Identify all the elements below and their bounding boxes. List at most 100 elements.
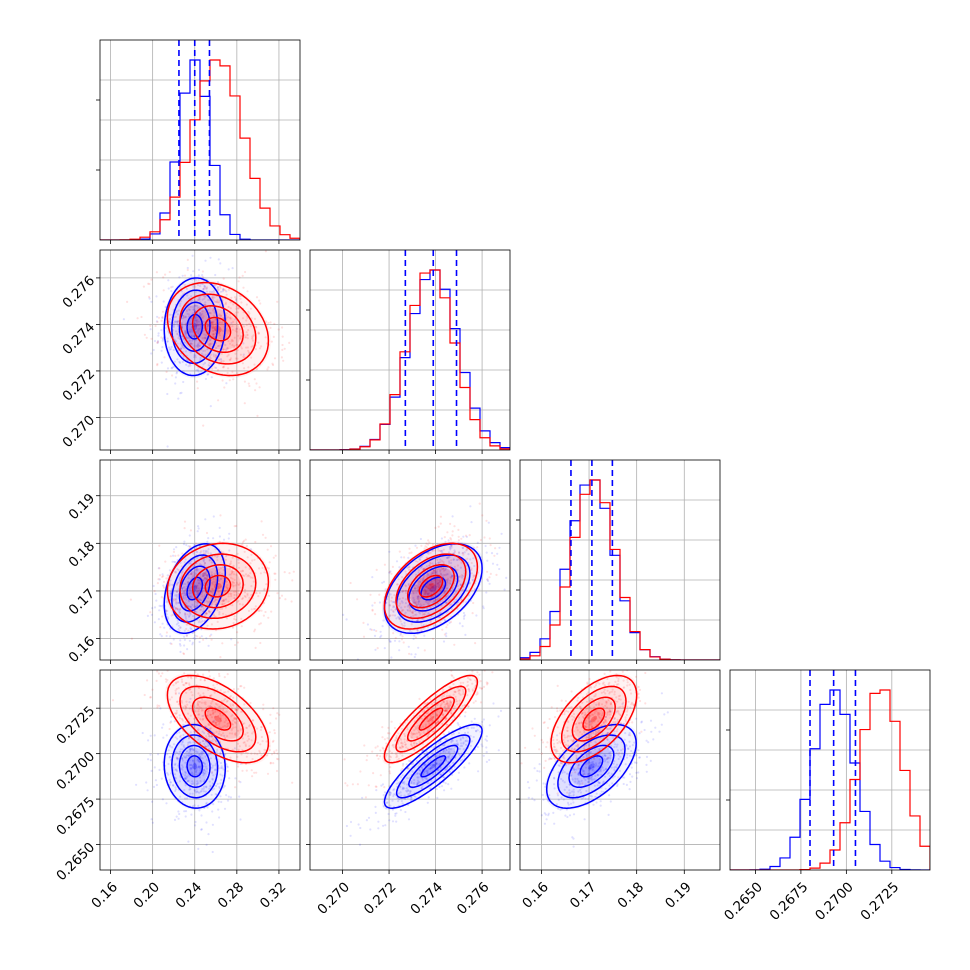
sample-point <box>227 353 230 356</box>
sample-point <box>190 767 193 770</box>
sample-point <box>194 764 197 767</box>
sample-point <box>148 297 151 300</box>
sample-point <box>272 707 275 710</box>
sample-point <box>234 318 237 321</box>
sample-point <box>154 779 157 782</box>
sample-point <box>245 544 248 548</box>
sample-point <box>488 576 491 579</box>
sample-point <box>183 789 186 792</box>
sample-point <box>205 786 208 789</box>
sample-point <box>240 334 243 337</box>
sample-point <box>193 354 196 357</box>
sample-point <box>271 362 274 365</box>
sample-point <box>254 348 257 351</box>
sample-point <box>222 786 225 789</box>
sample-point <box>216 287 219 290</box>
sample-point <box>466 653 468 655</box>
sample-point <box>208 342 212 345</box>
density-contour <box>166 542 270 630</box>
sample-point <box>433 600 436 603</box>
sample-point <box>219 578 222 581</box>
sample-point <box>177 588 180 591</box>
sample-point <box>225 763 228 766</box>
sample-point <box>456 722 459 725</box>
sample-point <box>170 286 173 289</box>
sample-point <box>180 300 183 303</box>
sample-point <box>205 574 209 577</box>
sample-point <box>412 637 415 641</box>
sample-point <box>175 371 179 374</box>
sample-point <box>202 761 205 765</box>
sample-point <box>393 594 396 597</box>
sample-point <box>221 290 224 293</box>
sample-point <box>181 586 184 589</box>
sample-point <box>225 317 228 320</box>
sample-point <box>232 621 235 625</box>
sample-point <box>488 724 491 727</box>
sample-point <box>200 370 203 373</box>
sample-point <box>417 598 420 601</box>
sample-point <box>214 329 217 332</box>
sample-point <box>405 763 408 766</box>
sample-point <box>414 601 417 604</box>
sample-point <box>273 752 276 755</box>
sample-point <box>236 349 239 352</box>
sample-point <box>216 559 219 562</box>
sample-point <box>445 587 448 590</box>
sample-point <box>212 787 216 790</box>
sample-point <box>155 679 158 683</box>
sample-point <box>202 349 205 353</box>
sample-point <box>174 768 177 771</box>
sample-point <box>205 578 208 581</box>
sample-point <box>422 603 425 606</box>
sample-point <box>195 324 198 327</box>
sample-point <box>186 312 189 315</box>
sample-point <box>190 560 193 563</box>
sample-point <box>225 327 228 331</box>
sample-point <box>149 696 152 699</box>
sample-point <box>267 616 270 619</box>
sample-point <box>189 562 192 565</box>
sample-point <box>410 551 413 554</box>
sample-point <box>223 386 226 389</box>
sample-point <box>250 769 253 772</box>
sample-point <box>251 775 254 778</box>
sample-point <box>203 614 206 617</box>
sample-point <box>283 571 286 574</box>
sample-point <box>253 558 256 561</box>
sample-point <box>408 652 411 655</box>
sample-point <box>235 594 239 597</box>
sample-point <box>257 332 260 335</box>
sample-point <box>424 600 428 603</box>
sample-point <box>408 547 411 550</box>
sample-point <box>472 557 475 560</box>
sample-point <box>204 745 207 748</box>
sample-point <box>192 306 195 309</box>
sample-point <box>190 753 193 757</box>
sample-point <box>196 751 199 754</box>
sample-point <box>172 348 175 351</box>
sample-point <box>212 325 215 328</box>
sample-point <box>449 620 453 624</box>
sample-point <box>170 720 173 723</box>
sample-point <box>425 565 428 568</box>
sample-point <box>197 704 200 707</box>
sample-point <box>192 748 195 751</box>
sample-point <box>390 608 393 611</box>
sample-point <box>189 546 192 549</box>
sample-point <box>415 573 418 576</box>
sample-point <box>463 551 466 554</box>
sample-point <box>233 615 236 618</box>
sample-point <box>230 321 233 325</box>
sample-point <box>382 824 385 827</box>
sample-point <box>212 712 215 715</box>
sample-point <box>183 606 187 609</box>
sample-point <box>220 800 223 804</box>
sample-point <box>153 339 157 343</box>
sample-point <box>249 307 252 310</box>
sample-point <box>214 710 217 714</box>
sample-point <box>196 780 199 783</box>
sample-point <box>422 567 425 570</box>
sample-point <box>149 753 152 756</box>
sample-point <box>231 703 234 706</box>
